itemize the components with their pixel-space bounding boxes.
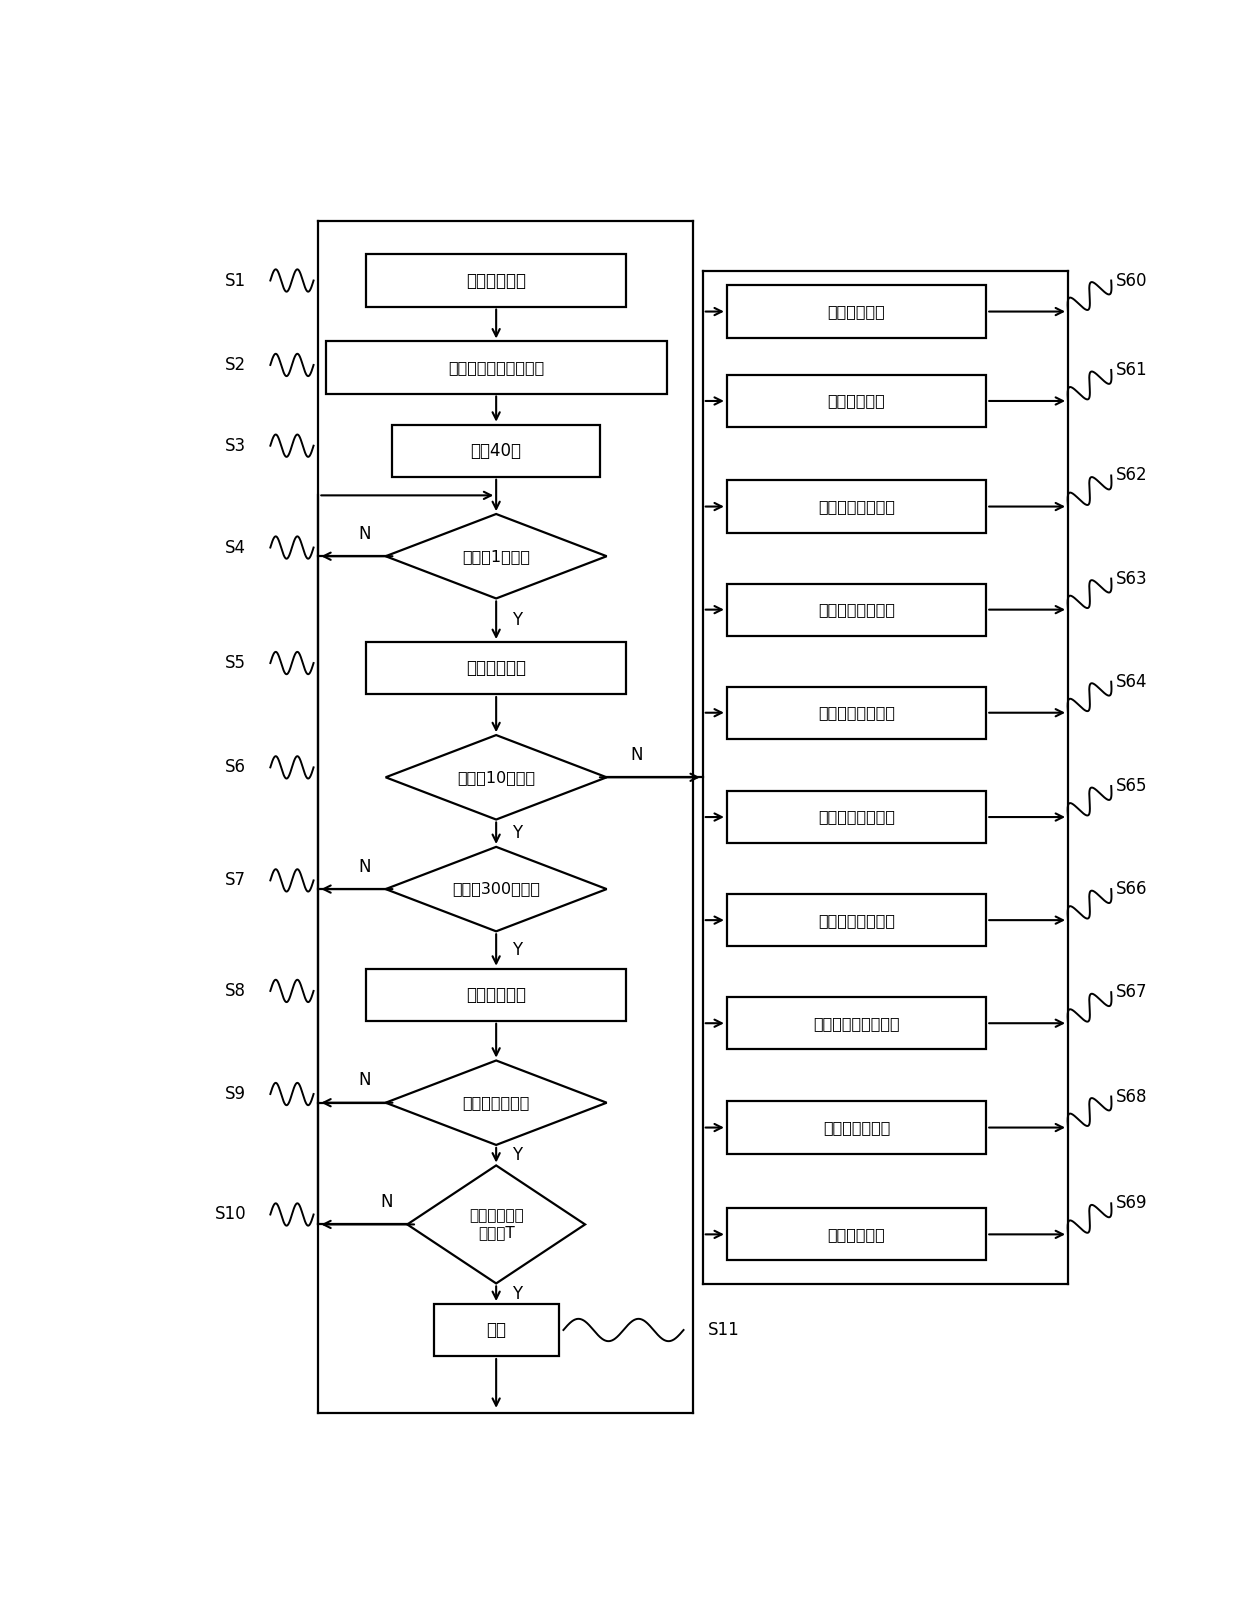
Text: N: N bbox=[358, 524, 371, 544]
Text: 处理微波信号: 处理微波信号 bbox=[466, 986, 526, 1003]
Polygon shape bbox=[386, 847, 606, 931]
FancyBboxPatch shape bbox=[727, 286, 986, 337]
Text: N: N bbox=[381, 1194, 393, 1211]
Text: 微波信号采样: 微波信号采样 bbox=[466, 660, 526, 677]
FancyBboxPatch shape bbox=[434, 1303, 558, 1357]
FancyBboxPatch shape bbox=[727, 790, 986, 844]
FancyBboxPatch shape bbox=[727, 1102, 986, 1153]
Text: S63: S63 bbox=[1116, 569, 1148, 587]
Text: 处理第一红外信号: 处理第一红外信号 bbox=[818, 498, 895, 515]
FancyBboxPatch shape bbox=[727, 894, 986, 947]
Text: S8: S8 bbox=[226, 982, 247, 1000]
Polygon shape bbox=[386, 1060, 606, 1145]
FancyBboxPatch shape bbox=[367, 255, 626, 306]
Text: S11: S11 bbox=[708, 1321, 739, 1339]
Text: S9: S9 bbox=[226, 1086, 247, 1103]
FancyBboxPatch shape bbox=[392, 424, 600, 477]
Text: 灭灯: 灭灯 bbox=[486, 1321, 506, 1339]
Text: N: N bbox=[631, 745, 644, 765]
Text: S69: S69 bbox=[1116, 1194, 1147, 1213]
Text: S4: S4 bbox=[226, 539, 247, 556]
Text: 处理环境光信号: 处理环境光信号 bbox=[823, 1119, 890, 1136]
Text: S2: S2 bbox=[226, 356, 247, 374]
Polygon shape bbox=[386, 515, 606, 598]
Text: Y: Y bbox=[512, 824, 522, 842]
Text: S66: S66 bbox=[1116, 881, 1147, 898]
FancyBboxPatch shape bbox=[367, 642, 626, 694]
Polygon shape bbox=[407, 1166, 585, 1284]
Text: S64: S64 bbox=[1116, 673, 1147, 690]
Text: 处理模式开关信号: 处理模式开关信号 bbox=[818, 602, 895, 618]
FancyBboxPatch shape bbox=[727, 687, 986, 739]
Text: 是否为300毫秒？: 是否为300毫秒？ bbox=[453, 882, 541, 897]
Text: 处理温度信号: 处理温度信号 bbox=[827, 1227, 885, 1242]
FancyBboxPatch shape bbox=[367, 968, 626, 1021]
Text: 预热40秒: 预热40秒 bbox=[471, 442, 522, 460]
Text: 判断亮灯时间
是否为T: 判断亮灯时间 是否为T bbox=[469, 1208, 523, 1240]
Text: 处理手动调节信号: 处理手动调节信号 bbox=[818, 810, 895, 824]
Text: S62: S62 bbox=[1116, 466, 1148, 484]
Text: 判断是否亮灯？: 判断是否亮灯？ bbox=[463, 1095, 529, 1110]
FancyBboxPatch shape bbox=[727, 1208, 986, 1260]
Text: S3: S3 bbox=[226, 437, 247, 455]
Text: 处理测试信号: 处理测试信号 bbox=[827, 394, 885, 408]
Text: 向微波传感器提供电源: 向微波传感器提供电源 bbox=[448, 360, 544, 374]
FancyBboxPatch shape bbox=[727, 997, 986, 1050]
Text: S5: S5 bbox=[226, 653, 247, 673]
Text: S6: S6 bbox=[226, 758, 247, 776]
FancyBboxPatch shape bbox=[326, 342, 667, 394]
Text: S61: S61 bbox=[1116, 361, 1148, 379]
Text: 是否为10毫秒？: 是否为10毫秒？ bbox=[458, 769, 536, 786]
Text: 单片机初始化: 单片机初始化 bbox=[466, 271, 526, 289]
Text: N: N bbox=[358, 858, 371, 876]
Text: S65: S65 bbox=[1116, 777, 1147, 795]
Text: 是否为1毫秒？: 是否为1毫秒？ bbox=[463, 548, 531, 563]
Polygon shape bbox=[386, 736, 606, 819]
Text: 处理第二红外信号: 处理第二红外信号 bbox=[818, 705, 895, 721]
Text: S1: S1 bbox=[226, 271, 247, 289]
Text: Y: Y bbox=[512, 940, 522, 960]
Text: S68: S68 bbox=[1116, 1087, 1147, 1105]
Text: Y: Y bbox=[512, 611, 522, 629]
Text: S67: S67 bbox=[1116, 984, 1147, 1002]
Text: 处理灵敏度调节信号: 处理灵敏度调节信号 bbox=[813, 1016, 900, 1031]
Text: Y: Y bbox=[512, 1284, 522, 1303]
Text: 处理同步信号: 处理同步信号 bbox=[827, 305, 885, 319]
Text: Y: Y bbox=[512, 1147, 522, 1165]
Text: 处理第三红外信号: 处理第三红外信号 bbox=[818, 913, 895, 927]
Text: N: N bbox=[358, 1071, 371, 1089]
FancyBboxPatch shape bbox=[727, 374, 986, 427]
Text: S60: S60 bbox=[1116, 271, 1147, 289]
Text: S10: S10 bbox=[215, 1205, 247, 1224]
FancyBboxPatch shape bbox=[727, 584, 986, 636]
FancyBboxPatch shape bbox=[727, 481, 986, 532]
Text: S7: S7 bbox=[226, 871, 247, 889]
